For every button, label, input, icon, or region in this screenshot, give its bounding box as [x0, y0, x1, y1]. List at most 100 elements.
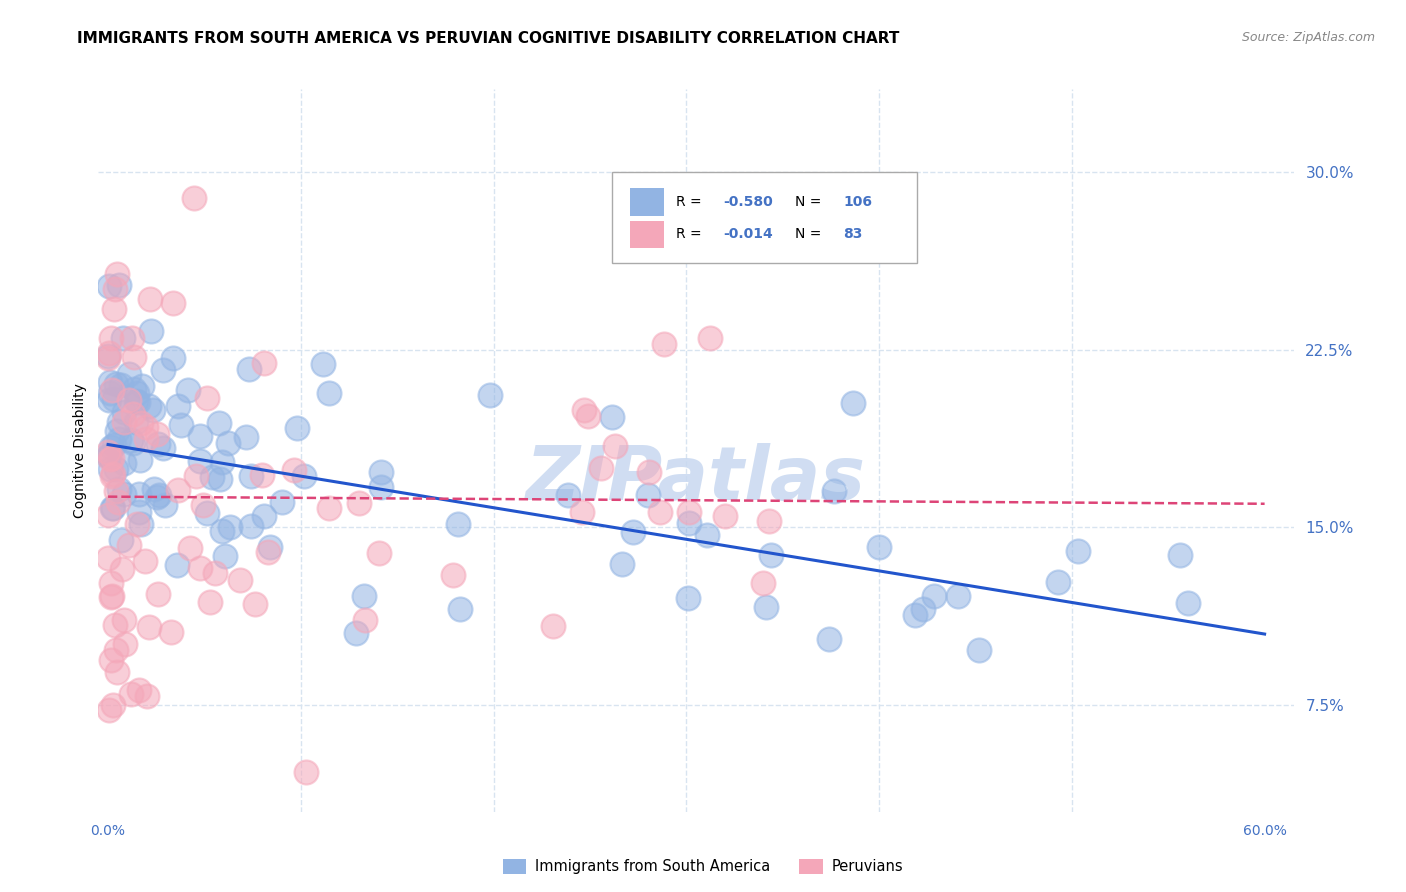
- Point: [136, 689, 159, 703]
- Text: N =: N =: [796, 227, 825, 242]
- Point: [571, 505, 593, 519]
- Point: [368, 546, 391, 560]
- Point: [121, 330, 143, 344]
- Point: [214, 549, 236, 563]
- Point: [637, 488, 659, 502]
- Point: [112, 487, 135, 501]
- Point: [105, 377, 128, 392]
- Point: [105, 424, 128, 438]
- Point: [128, 505, 150, 519]
- Point: [1047, 574, 1070, 589]
- Point: [101, 590, 124, 604]
- Point: [924, 589, 946, 603]
- Point: [235, 430, 257, 444]
- Point: [253, 508, 276, 523]
- Point: [186, 469, 208, 483]
- Point: [111, 562, 134, 576]
- Point: [97, 449, 120, 463]
- Point: [134, 553, 156, 567]
- Point: [211, 455, 233, 469]
- Point: [131, 378, 153, 392]
- Point: [100, 383, 122, 397]
- Point: [142, 483, 165, 497]
- Point: [1168, 548, 1191, 562]
- Point: [201, 470, 224, 484]
- Point: [443, 567, 465, 582]
- Point: [100, 590, 122, 604]
- Point: [100, 451, 122, 466]
- Point: [183, 190, 205, 204]
- Point: [370, 465, 392, 479]
- Point: [114, 637, 136, 651]
- Point: [103, 301, 125, 316]
- Point: [146, 491, 169, 505]
- Point: [179, 541, 201, 555]
- Point: [754, 599, 776, 614]
- Point: [1067, 544, 1090, 558]
- Text: Source: ZipAtlas.com: Source: ZipAtlas.com: [1241, 31, 1375, 45]
- Point: [240, 469, 263, 483]
- Point: [612, 558, 634, 572]
- FancyBboxPatch shape: [613, 172, 917, 262]
- Point: [239, 519, 262, 533]
- Point: [98, 462, 121, 476]
- Point: [104, 643, 127, 657]
- Point: [948, 589, 970, 603]
- Point: [97, 508, 120, 523]
- Point: [97, 445, 120, 459]
- Point: [600, 410, 623, 425]
- Text: -0.580: -0.580: [724, 195, 773, 209]
- Y-axis label: Cognitive Disability: Cognitive Disability: [73, 383, 87, 518]
- Point: [208, 417, 231, 431]
- Point: [654, 336, 676, 351]
- Point: [650, 504, 672, 518]
- Point: [127, 394, 149, 409]
- Point: [353, 613, 375, 627]
- Point: [125, 385, 148, 400]
- Point: [100, 440, 122, 454]
- Point: [253, 355, 276, 369]
- Text: IMMIGRANTS FROM SOUTH AMERICA VS PERUVIAN COGNITIVE DISABILITY CORRELATION CHART: IMMIGRANTS FROM SOUTH AMERICA VS PERUVIA…: [77, 31, 900, 46]
- Point: [292, 468, 315, 483]
- Point: [842, 396, 865, 410]
- Point: [101, 698, 124, 712]
- Point: [122, 350, 145, 364]
- Point: [344, 626, 367, 640]
- Point: [112, 416, 135, 430]
- Point: [912, 601, 935, 615]
- Point: [155, 498, 177, 512]
- Point: [446, 516, 468, 531]
- Point: [270, 495, 292, 509]
- Point: [868, 541, 890, 555]
- Point: [148, 437, 170, 451]
- Point: [589, 460, 612, 475]
- Point: [107, 415, 129, 429]
- FancyBboxPatch shape: [630, 188, 664, 216]
- Point: [112, 456, 135, 470]
- Text: -0.014: -0.014: [724, 227, 773, 242]
- Point: [107, 494, 129, 508]
- Point: [152, 363, 174, 377]
- Point: [125, 415, 148, 429]
- Point: [285, 421, 308, 435]
- Point: [162, 296, 184, 310]
- Point: [129, 417, 152, 431]
- Point: [1177, 596, 1199, 610]
- Point: [218, 436, 240, 450]
- Point: [370, 480, 392, 494]
- Point: [97, 279, 120, 293]
- Point: [138, 620, 160, 634]
- Point: [128, 682, 150, 697]
- Point: [97, 351, 120, 366]
- Point: [621, 524, 644, 539]
- Point: [243, 597, 266, 611]
- Point: [219, 520, 242, 534]
- Point: [166, 558, 188, 572]
- Point: [318, 500, 340, 515]
- Text: R =: R =: [676, 227, 706, 242]
- Point: [759, 548, 782, 562]
- Point: [449, 602, 471, 616]
- Point: [166, 483, 188, 498]
- Point: [676, 591, 699, 606]
- Point: [146, 587, 169, 601]
